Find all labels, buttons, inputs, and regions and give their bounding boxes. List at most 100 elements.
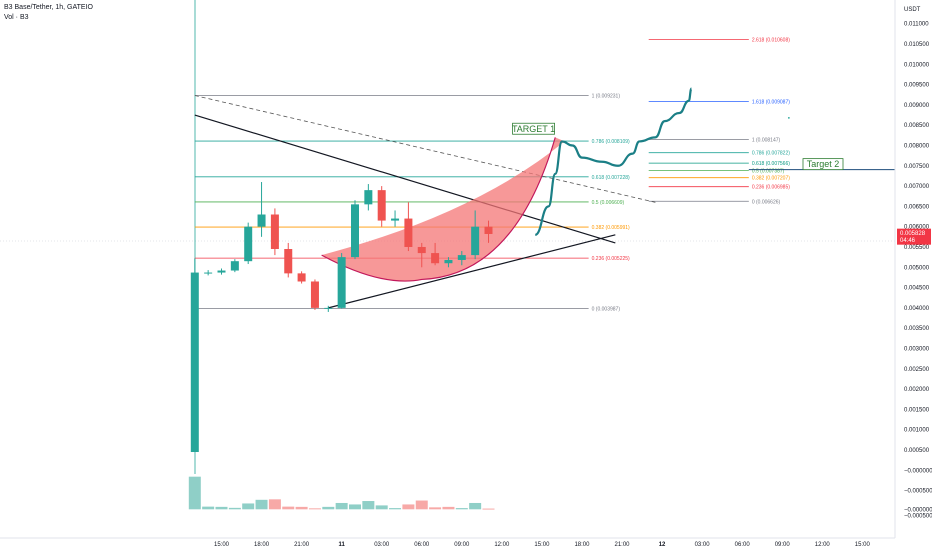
price-tick-label: 0.011000	[904, 22, 929, 28]
volume-bar	[375, 505, 388, 510]
volume-bar	[482, 508, 495, 510]
currency-label: USDT	[904, 7, 921, 13]
candle-body	[457, 255, 466, 260]
fib-level-label: 0.236 (0.005225)	[592, 256, 630, 262]
triangle-lower-line	[328, 234, 616, 309]
fib-extension-label: 2.618 (0.010608)	[752, 38, 790, 44]
candle-body	[297, 273, 306, 282]
price-tick-label: −0.000500	[904, 489, 932, 495]
price-tick-label: 0.006500	[904, 204, 930, 210]
candle-body	[230, 261, 239, 271]
current-price-value: 0.005828	[900, 231, 926, 237]
candle-body	[270, 214, 279, 250]
volume-tick-label: −0.000000	[904, 507, 932, 513]
projection-dot	[787, 116, 790, 119]
fib-extension-label: 0.5 (0.007387)	[752, 168, 785, 174]
cup-pattern-outline	[321, 137, 556, 282]
fib-level-label: 0.618 (0.007228)	[592, 175, 630, 181]
volume-bar	[255, 499, 268, 510]
price-tick-label: 0.009500	[904, 83, 930, 89]
candle-body	[404, 218, 413, 247]
target-2-box	[802, 158, 844, 171]
volume-bar	[215, 506, 228, 510]
volume-bar	[442, 506, 455, 510]
fib-extension-label: 0.382 (0.007207)	[752, 176, 790, 182]
price-tick-label: 0.004500	[904, 286, 930, 292]
current-price-badge	[897, 228, 931, 245]
volume-bar	[389, 508, 402, 510]
candle-body	[484, 226, 493, 234]
candle-body	[444, 259, 453, 264]
time-tick-label: 18:00	[574, 542, 590, 548]
price-tick-label: 0.006000	[904, 225, 930, 231]
volume-tick-label: −0.000500	[904, 513, 932, 519]
volume-bar	[362, 501, 375, 510]
candle-body	[257, 214, 266, 227]
price-tick-label: 0.002500	[904, 367, 930, 373]
price-tick-label: 0.005500	[904, 245, 930, 251]
price-tick-label: 0.008000	[904, 143, 930, 149]
candle-body	[337, 257, 346, 308]
projection-path	[534, 87, 693, 236]
price-tick-label: 0.000500	[904, 448, 930, 454]
candle-body	[377, 190, 386, 221]
price-tick-label: 0.003500	[904, 326, 930, 332]
volume-bar	[455, 508, 468, 510]
price-tick-label: 0.005000	[904, 265, 930, 271]
volume-bar	[202, 506, 215, 510]
fib-extension-label: 0.236 (0.006985)	[752, 185, 790, 191]
volume-bar	[282, 506, 295, 510]
volume-bar	[429, 507, 442, 510]
volume-bar	[242, 503, 255, 510]
fib-extension-label: 0.786 (0.007822)	[752, 151, 790, 157]
price-tick-label: 0.002000	[904, 387, 930, 393]
fib-level-label: 1 (0.009231)	[592, 94, 621, 100]
time-tick-label: 15:00	[855, 542, 871, 548]
fib-level-label: 0 (0.003987)	[592, 306, 621, 312]
volume-bar	[188, 476, 201, 510]
target-2-label: Target 2	[807, 159, 840, 169]
time-tick-label: 03:00	[374, 542, 390, 548]
price-tick-label: 0.001500	[904, 407, 930, 413]
target-1-label: TARGET 1	[512, 124, 555, 134]
volume-indicator-label[interactable]: Vol · B3	[4, 14, 29, 21]
chart-legend: B3 Base/Tether, 1h, GATEIO Vol · B3	[4, 3, 93, 23]
projection: TARGET 1 Target 2	[512, 87, 895, 236]
volume-bar	[308, 508, 321, 510]
volume-bars	[188, 476, 495, 510]
time-tick-label: 21:00	[614, 542, 630, 548]
candle-body	[351, 204, 359, 258]
candle-body	[190, 272, 199, 453]
fib-extension-label: 0 (0.006626)	[752, 199, 781, 205]
fib-level-label: 0.786 (0.008109)	[592, 139, 630, 145]
triangle-upper-line	[194, 114, 616, 244]
price-tick-label: 0.008500	[904, 123, 930, 129]
candle-body	[471, 226, 480, 256]
time-tick-label: 11	[338, 542, 345, 548]
time-tick-label: 18:00	[254, 542, 270, 548]
symbol-title[interactable]: B3 Base/Tether, 1h, GATEIO	[4, 4, 93, 11]
volume-bar	[228, 507, 241, 510]
price-tick-label: 0.007000	[904, 184, 930, 190]
drawings	[194, 95, 656, 309]
volume-bar	[469, 502, 482, 510]
time-tick-label: 15:00	[214, 542, 230, 548]
fib-extension-label: 1 (0.008147)	[752, 138, 781, 144]
time-tick-label: 12:00	[494, 542, 510, 548]
candle-body	[431, 253, 440, 264]
time-tick-label: 06:00	[735, 542, 751, 548]
candle-body	[244, 226, 253, 262]
target-1-box	[512, 122, 555, 135]
candle-body	[204, 272, 213, 274]
volume-bar	[415, 500, 428, 510]
price-tick-label: 0.010000	[904, 62, 930, 68]
candle-body	[324, 307, 333, 309]
time-tick-label: 03:00	[695, 542, 711, 548]
dashed-trendline	[194, 95, 656, 203]
fibonacci-levels: 1 (0.009231) 0.786 (0.008109) 0.618 (0.007…	[194, 38, 790, 312]
price-tick-label: 0.010500	[904, 42, 930, 48]
time-tick-label: 21:00	[294, 542, 310, 548]
time-tick-label: 09:00	[775, 542, 791, 548]
